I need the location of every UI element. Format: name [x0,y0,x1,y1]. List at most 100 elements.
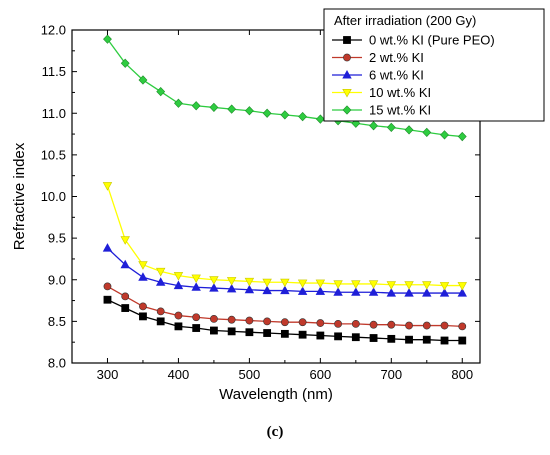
data-point [422,335,431,344]
data-point [316,331,325,340]
data-point [173,272,184,281]
data-point [387,320,396,329]
y-tick-label: 10.5 [41,147,66,162]
data-point [405,321,413,330]
data-point [245,316,254,325]
legend: After irradiation (200 Gy) 0 wt.% KI (Pu… [323,8,545,122]
data-point [156,86,166,97]
data-point [369,320,378,329]
data-point [174,311,183,320]
data-point [457,282,467,291]
legend-marker [342,69,352,79]
data-point [102,182,113,191]
x-axis-title: Wavelength (nm) [219,386,333,403]
series-3 [102,182,467,291]
y-axis-title: Refractive index [11,142,28,250]
data-point [369,121,378,131]
data-point [422,127,432,138]
data-point [155,267,166,277]
data-point [440,130,449,140]
data-point [227,327,236,336]
legend-label: 2 wt.% KI [369,50,424,65]
legend-label: 0 wt.% KI (Pure PEO) [369,33,495,48]
data-point [139,312,147,321]
data-point [298,318,307,327]
data-point [387,334,396,343]
data-point [334,332,342,341]
data-point [192,313,201,322]
data-point [156,317,165,326]
data-point [209,276,219,285]
data-point [174,322,183,331]
data-point [103,282,112,291]
data-point [263,329,272,337]
data-point [458,322,467,331]
data-point [280,329,289,338]
legend-marker [343,53,351,62]
data-point [333,280,343,289]
data-point [351,287,361,296]
data-point [368,287,379,296]
data-point [138,272,148,281]
data-point [210,326,218,335]
data-point [316,319,325,327]
legend-marker [343,36,351,44]
data-point [139,302,147,311]
data-point [120,259,130,269]
x-tick-label: 800 [451,367,473,382]
data-point [192,324,201,332]
data-point [422,281,432,290]
data-point [120,58,130,68]
data-point [298,330,307,339]
data-point [439,282,450,291]
x-tick-label: 500 [239,367,261,382]
data-point [209,102,219,113]
legend-entry: 10 wt.% KI [332,85,431,100]
data-point [191,274,201,284]
legend-marker [342,89,352,98]
data-point [297,279,308,289]
y-tick-label: 10.0 [41,189,66,204]
data-point [174,98,183,108]
y-tick-label: 9.5 [48,231,66,246]
data-point [280,110,290,120]
data-point [103,34,112,44]
x-tick-label: 300 [97,367,119,382]
data-point [280,278,290,288]
ticks-layer: 300 400 500 600 700 800 8.0 8.5 9.0 9.5 10.0 10.5 11… [41,23,480,382]
data-point [439,288,450,297]
data-point [226,277,237,286]
data-point [262,285,272,295]
x-tick-label: 600 [309,367,331,382]
data-point [404,125,414,135]
y-tick-label: 11.0 [42,106,66,121]
data-point [102,243,113,252]
data-point [315,286,326,295]
data-point [173,280,184,290]
data-point [227,315,236,324]
x-tick-label: 400 [168,367,190,382]
data-point [422,288,432,297]
data-point [138,75,148,85]
data-point [280,285,290,295]
data-point [422,321,431,330]
y-tick-label: 9.0 [48,272,66,287]
y-tick-label: 8.5 [48,314,66,329]
series-1 [103,282,467,331]
data-point [404,281,414,290]
data-point [457,288,467,297]
data-point [155,277,166,286]
y-tick-label: 11.5 [42,64,66,79]
data-point [368,280,379,289]
data-point [386,122,396,133]
data-point [351,280,361,289]
data-point [280,318,289,327]
series-2 [102,243,467,297]
legend-entry: 2 wt.% KI [332,50,424,65]
data-point [244,277,255,287]
legend-box [323,8,545,122]
data-point [458,336,467,345]
data-point [226,283,237,293]
data-point [386,281,397,290]
